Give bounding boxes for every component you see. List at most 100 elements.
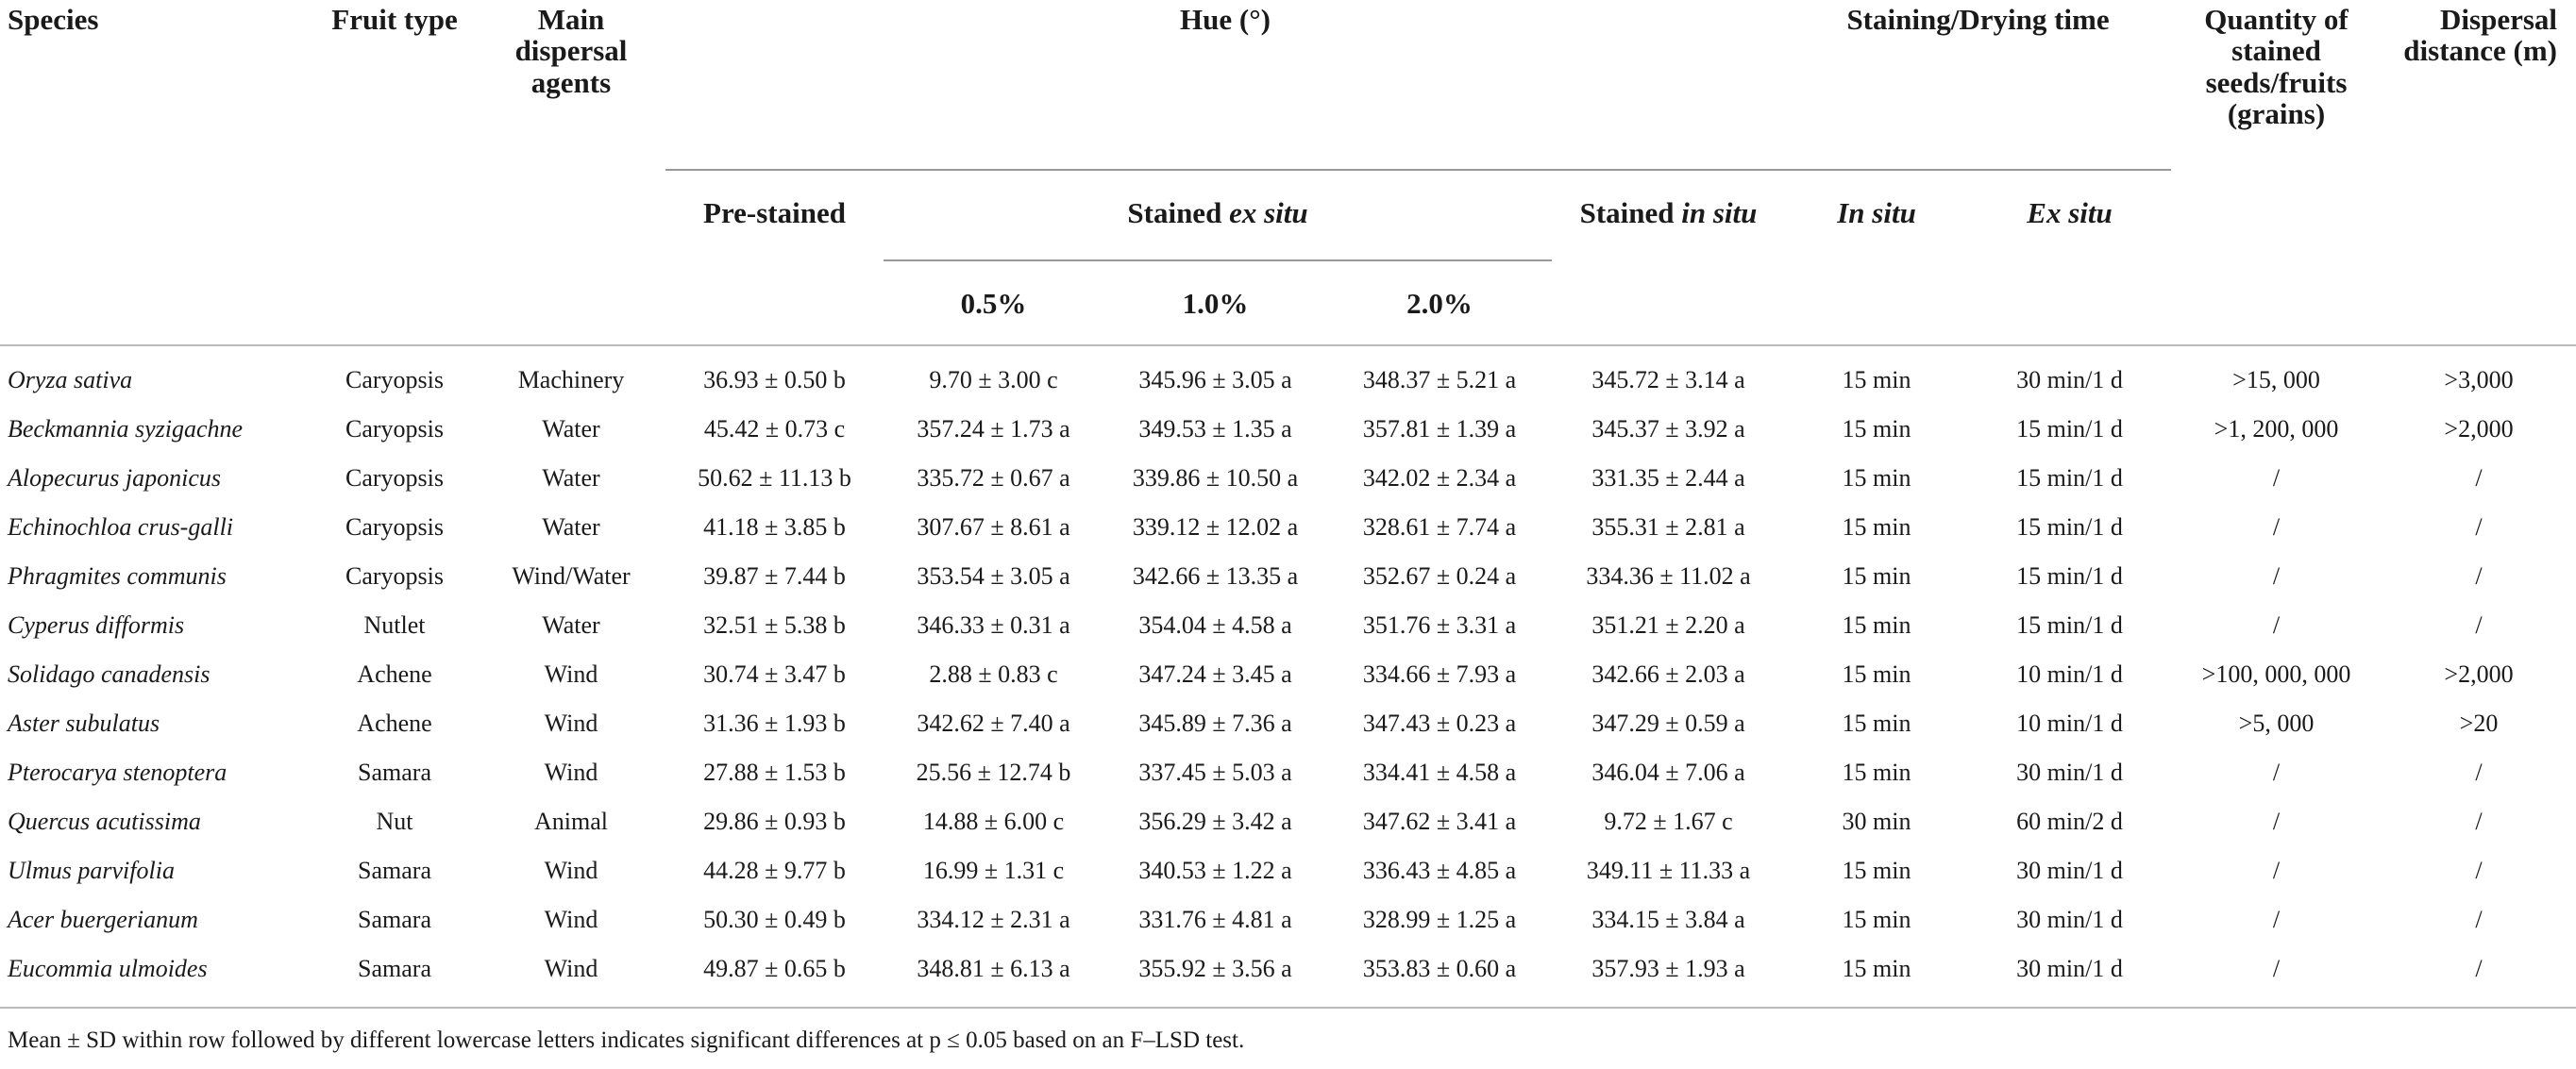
table-cell: 50.30 ± 0.49 b <box>703 906 846 933</box>
table-cell: 347.29 ± 0.59 a <box>1591 710 1745 737</box>
table-cell: 345.72 ± 3.14 a <box>1591 366 1745 393</box>
table-cell: 348.37 ± 5.21 a <box>1362 366 1517 393</box>
header-cell: 1.0% <box>1103 260 1327 346</box>
table-cell: 15 min <box>1842 710 1911 737</box>
table-cell: / <box>2272 562 2281 590</box>
table-cell: 334.66 ± 7.93 a <box>1362 660 1517 688</box>
table-cell: 31.36 ± 1.93 b <box>703 710 846 737</box>
table-cell: / <box>2272 464 2281 492</box>
table-cell: 15 min/1 d <box>2016 415 2123 443</box>
table-cell: Water <box>542 513 600 541</box>
table-cell: 15 min <box>1842 611 1911 639</box>
table-cell: 41.18 ± 3.85 b <box>703 513 846 541</box>
table-cell: 15 min <box>1785 944 1969 1009</box>
table-cell: 49.87 ± 0.65 b <box>665 944 884 1009</box>
table-cell: / <box>2272 906 2281 933</box>
table-cell: 30 min/1 d <box>2016 857 2123 884</box>
table-cell: 29.86 ± 0.93 b <box>703 808 846 835</box>
table-cell: / <box>2272 808 2281 835</box>
table-cell: Animal <box>534 808 608 835</box>
table-cell: Achene <box>357 660 432 688</box>
table-cell: 334.15 ± 3.84 a <box>1591 906 1745 933</box>
table-cell: 30.74 ± 3.47 b <box>703 660 846 688</box>
table-cell: 357.81 ± 1.39 a <box>1362 415 1517 443</box>
table-cell: 342.66 ± 13.35 a <box>1132 562 1299 590</box>
table-cell: 32.51 ± 5.38 b <box>703 611 846 639</box>
table-cell: 334.41 ± 4.58 a <box>1362 759 1517 786</box>
table-cell: 335.72 ± 0.67 a <box>917 464 1070 492</box>
table-cell: 15 min <box>1842 366 1911 393</box>
table-cell: 30 min/1 d <box>2016 906 2123 933</box>
table-cell: Water <box>542 464 600 492</box>
table-row: Echinochloa crus-galli Caryopsis Water 41.1… <box>0 503 2576 552</box>
table-cell: / <box>2475 562 2483 590</box>
species-cell: Cyperus difformis <box>8 611 185 639</box>
table-cell: 349.11 ± 11.33 a <box>1586 857 1751 884</box>
table-cell: 340.53 ± 1.22 a <box>1138 857 1292 884</box>
table-cell: Nutlet <box>363 611 426 639</box>
species-cell: Phragmites communis <box>8 562 227 590</box>
species-cell: Alopecurus japonicus <box>8 464 222 492</box>
table-cell: 339.86 ± 10.50 a <box>1132 464 1299 492</box>
table-cell: 342.66 ± 2.03 a <box>1591 660 1745 688</box>
table-cell: Samara <box>358 906 431 933</box>
table-cell: 348.81 ± 6.13 a <box>884 944 1103 1009</box>
species-cell: Aster subulatus <box>8 710 160 737</box>
table-cell: / <box>2382 944 2576 1009</box>
table-cell: 15 min <box>1842 759 1911 786</box>
header-cell: Stained in situ <box>1552 170 1786 346</box>
species-cell: Ulmus parvifolia <box>8 857 175 884</box>
table-cell: 351.21 ± 2.20 a <box>1591 611 1745 639</box>
table-cell: >20 <box>2459 710 2499 737</box>
header-text-italic: in situ <box>1681 196 1758 229</box>
table-cell: 15 min/1 d <box>2016 562 2123 590</box>
species-cell: Beckmannia syzigachne <box>8 415 244 443</box>
table-row: Aster subulatus Achene Wind 31.36 ± 1.93 b 3… <box>0 699 2576 748</box>
table-cell: 10 min/1 d <box>2016 710 2123 737</box>
table-cell: / <box>2272 857 2281 884</box>
species-cell: Solidago canadensis <box>8 660 210 688</box>
table-cell: / <box>2171 944 2382 1009</box>
table-cell: 351.76 ± 3.31 a <box>1362 611 1517 639</box>
header-cell: In situ <box>1785 170 1969 346</box>
species-cell: Eucommia ulmoides <box>0 944 312 1009</box>
header-cell: Main dispersal agents <box>477 0 665 346</box>
table-body: Oryza sativa Caryopsis Machinery 36.93 ± 0.… <box>0 345 2576 1009</box>
table-cell: 354.04 ± 4.58 a <box>1138 611 1292 639</box>
table-cell: 15 min <box>1842 906 1911 933</box>
header-cell: Ex situ <box>1968 170 2172 346</box>
table-row: Oryza sativa Caryopsis Machinery 36.93 ± 0.… <box>0 345 2576 405</box>
table-cell: 352.67 ± 0.24 a <box>1362 562 1517 590</box>
table-cell: 15 min <box>1842 660 1911 688</box>
table-cell: >2,000 <box>2444 660 2514 688</box>
header-text-italic: In situ <box>1837 196 1916 229</box>
table-cell: 9.72 ± 1.67 c <box>1604 808 1733 835</box>
table-cell: Wind <box>544 906 598 933</box>
table-cell: 15 min <box>1842 857 1911 884</box>
table-cell: 342.62 ± 7.40 a <box>917 710 1070 737</box>
header-text-italic: Ex situ <box>2027 196 2113 229</box>
table-cell: 349.53 ± 1.35 a <box>1138 415 1292 443</box>
header-cell: 0.5% <box>884 260 1103 346</box>
table-cell: >3,000 <box>2444 366 2514 393</box>
table-cell: 345.37 ± 3.92 a <box>1591 415 1745 443</box>
header-cell: Hue (°) <box>665 0 1786 171</box>
table-cell: 355.92 ± 3.56 a <box>1103 944 1327 1009</box>
species-cell: Pterocarya stenoptera <box>8 759 227 786</box>
table-cell: 346.04 ± 7.06 a <box>1591 759 1745 786</box>
table-cell: / <box>2475 857 2483 884</box>
table-cell: 15 min <box>1842 415 1911 443</box>
header-text: Stained <box>1127 196 1222 229</box>
data-table: Species Fruit type Main dispersal agents… <box>0 0 2576 1009</box>
table-cell: 355.31 ± 2.81 a <box>1591 513 1745 541</box>
table-cell: 44.28 ± 9.77 b <box>703 857 846 884</box>
table-row: Ulmus parvifolia Samara Wind 44.28 ± 9.77 b… <box>0 846 2576 895</box>
species-cell: Acer buergerianum <box>8 906 198 933</box>
table-cell: Caryopsis <box>345 366 444 393</box>
table-row: Beckmannia syzigachne Caryopsis Water 45.42… <box>0 405 2576 454</box>
header-text: Stained <box>1579 196 1675 229</box>
species-cell: Echinochloa crus-galli <box>8 513 234 541</box>
table-cell: / <box>2272 759 2281 786</box>
table-cell: 346.33 ± 0.31 a <box>917 611 1070 639</box>
